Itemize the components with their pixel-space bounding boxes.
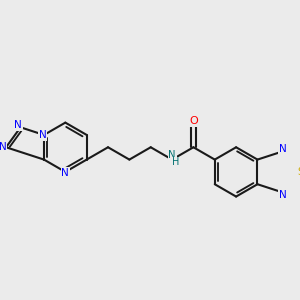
Text: N: N xyxy=(39,130,46,140)
Text: N: N xyxy=(279,190,286,200)
Text: N: N xyxy=(0,142,7,152)
Text: N: N xyxy=(61,168,69,178)
Text: N: N xyxy=(279,144,286,154)
Text: N: N xyxy=(14,120,22,130)
Text: O: O xyxy=(190,116,198,126)
Text: H: H xyxy=(172,157,179,167)
Text: S: S xyxy=(298,167,300,177)
Text: N: N xyxy=(168,150,176,160)
